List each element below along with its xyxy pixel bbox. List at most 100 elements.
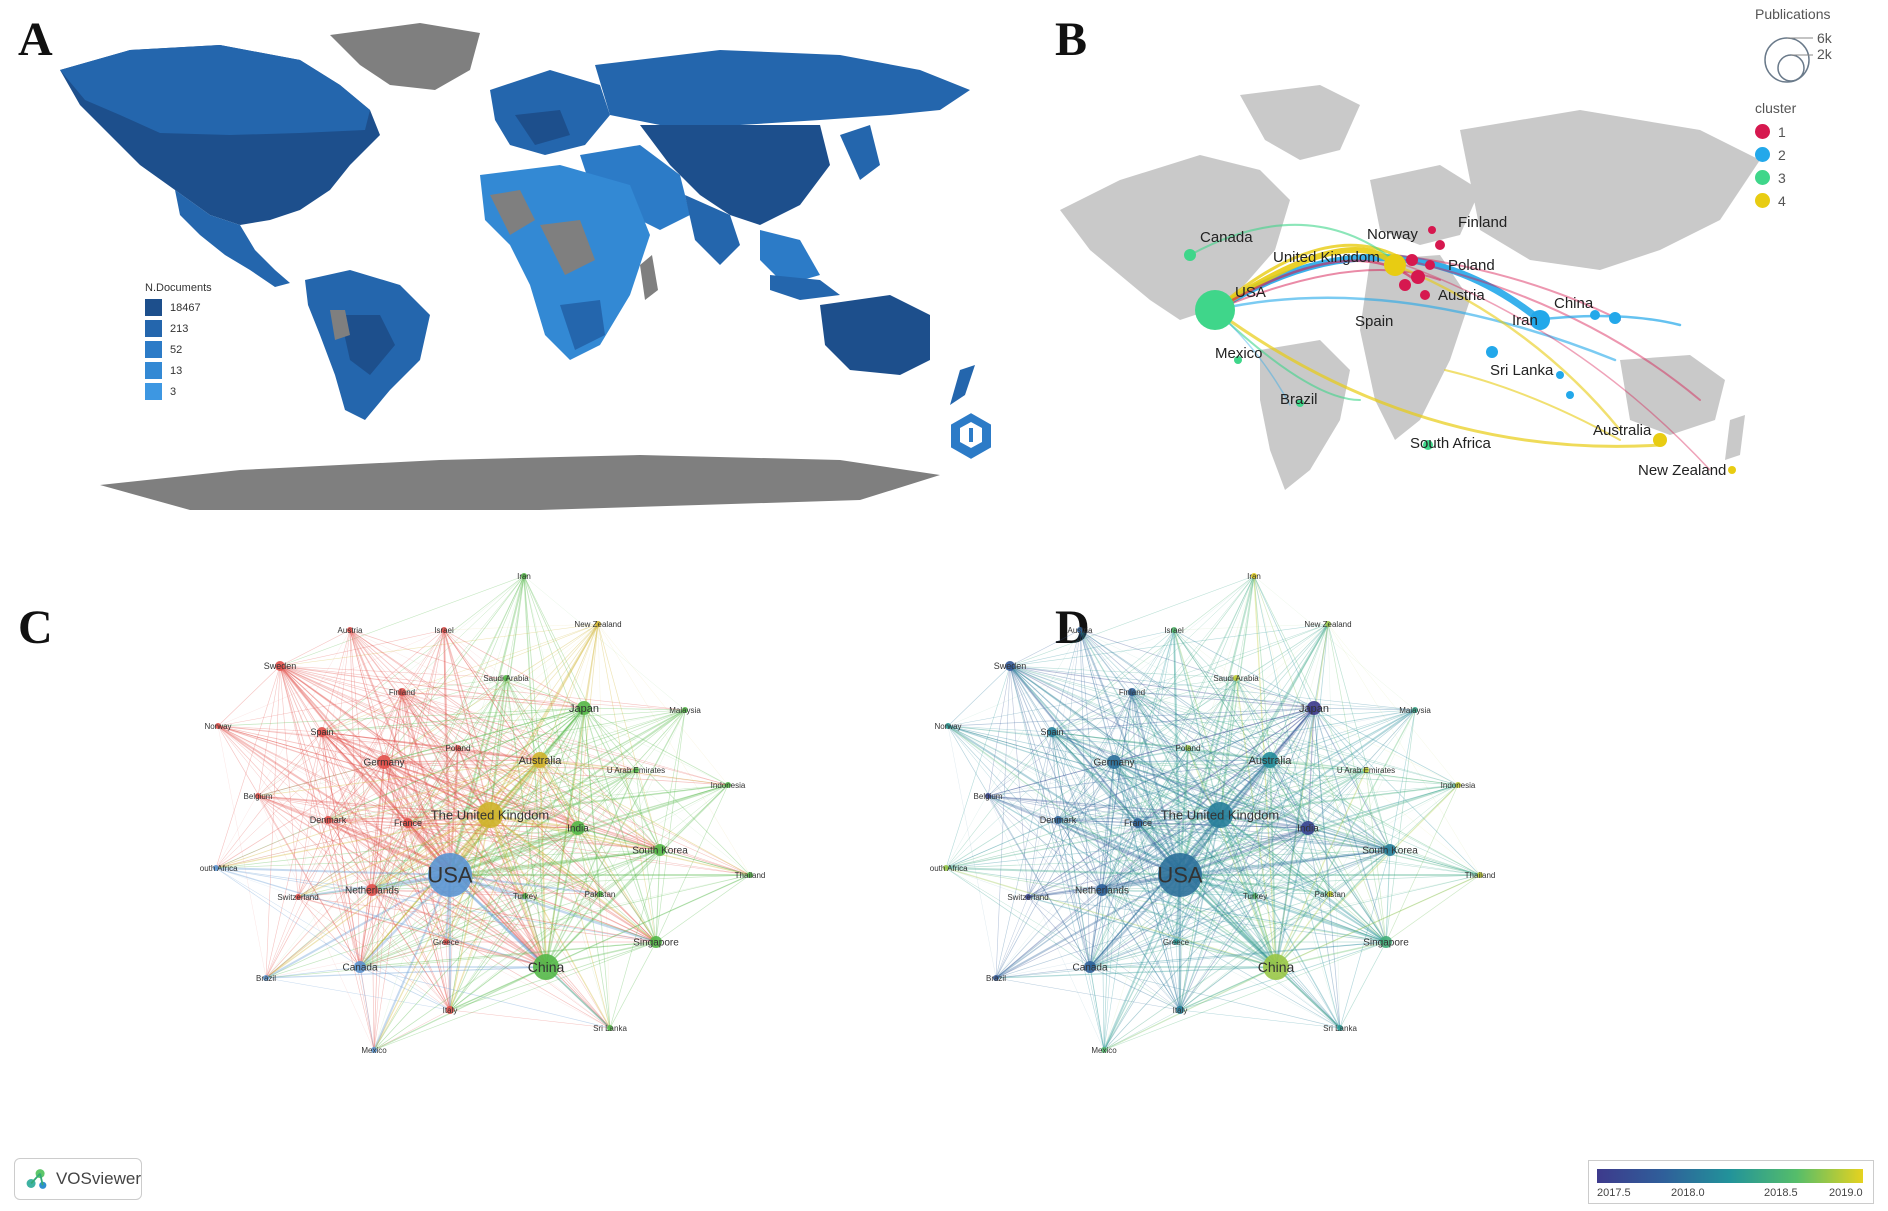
- network-edge: [1137, 822, 1181, 1011]
- network-edge: [1009, 665, 1181, 1011]
- network-edge: [1137, 629, 1175, 824]
- network-edge: [947, 725, 1387, 943]
- network-edge: [1051, 731, 1181, 1011]
- network-edge: [1269, 759, 1331, 895]
- network-edge: [524, 827, 579, 897]
- vosviewer-logo-icon: [26, 1169, 47, 1189]
- network-edge: [947, 725, 1103, 891]
- network-edge: [321, 707, 585, 733]
- network-edge: [947, 725, 1181, 1011]
- network-edge: [407, 629, 445, 824]
- network-edge: [217, 707, 585, 727]
- network-edge: [488, 814, 548, 968]
- network-edge: [1137, 709, 1416, 824]
- network-edge: [373, 849, 661, 1051]
- network-edge: [1101, 889, 1177, 943]
- network-edge: [945, 827, 1309, 869]
- network-edge: [1089, 814, 1221, 968]
- network-edge: [349, 629, 451, 1011]
- network-edge: [1051, 709, 1416, 733]
- network-edge: [257, 761, 385, 797]
- network-edge: [265, 874, 451, 979]
- network-edge: [1113, 761, 1331, 895]
- network-edge: [1173, 629, 1181, 1011]
- network-node-label: Turkey: [513, 892, 537, 901]
- network-edge: [349, 629, 385, 763]
- network-edge: [1307, 707, 1315, 829]
- network-edge: [524, 895, 657, 943]
- network-edge: [373, 1009, 451, 1051]
- network-edge: [371, 827, 579, 891]
- network-edge: [1057, 819, 1309, 829]
- network-node-label: New Zealand: [574, 620, 621, 629]
- network-edge: [1254, 895, 1387, 943]
- network-node-label: Sri Lanka: [593, 1024, 627, 1033]
- documents-legend-item: 3: [170, 385, 177, 398]
- network-edge: [1057, 819, 1481, 876]
- network-node: [1251, 573, 1257, 579]
- network-edge: [609, 941, 657, 1029]
- network-node-label: Thailand: [735, 871, 766, 880]
- network-edge: [1131, 691, 1181, 1011]
- network-node-label: Mexico: [361, 1046, 387, 1055]
- network-edge: [1235, 677, 1277, 968]
- network-edge: [583, 707, 637, 771]
- network-edge: [1131, 691, 1387, 943]
- network-edge: [445, 941, 611, 1029]
- network-edge: [1051, 731, 1091, 968]
- network-edge: [545, 893, 601, 968]
- network-edge: [1179, 874, 1341, 1029]
- network-edge: [265, 707, 585, 979]
- network-edge: [995, 827, 1309, 979]
- network-edge: [583, 707, 657, 943]
- network-node-label: France: [394, 818, 422, 828]
- network-edge: [1101, 889, 1387, 943]
- map-b-label: United Kingdom: [1273, 249, 1380, 266]
- network-edge: [457, 747, 541, 761]
- network-edge: [1173, 629, 1387, 943]
- network-edge: [1131, 691, 1315, 709]
- network-edge: [321, 731, 373, 891]
- network-node-label: India: [567, 824, 589, 835]
- collaboration-flow-map: Canada USA Mexico Brazil Norway Finland …: [1060, 85, 1760, 490]
- network-edge: [1179, 623, 1329, 1011]
- network-node-label: Norway: [204, 722, 231, 731]
- network-edge: [1057, 623, 1329, 821]
- network-edge: [401, 691, 611, 1029]
- network-edge: [489, 623, 599, 816]
- network-edge: [597, 623, 611, 1029]
- network-edge: [987, 795, 1059, 821]
- network-edge: [539, 759, 611, 1029]
- network-edge: [321, 629, 351, 733]
- network-edge: [1131, 575, 1255, 693]
- network-edge: [321, 575, 525, 733]
- network-edge: [583, 707, 729, 786]
- network-node: [1380, 936, 1392, 948]
- network-edge: [1253, 575, 1416, 711]
- network-edge: [947, 725, 997, 979]
- network-node-label: Spain: [310, 727, 333, 737]
- network-node: [503, 675, 509, 681]
- network-edge: [1313, 707, 1331, 895]
- network-edge: [1101, 814, 1221, 891]
- network-edge: [539, 759, 547, 968]
- network-edge: [1009, 665, 1133, 693]
- network-edge: [265, 889, 373, 979]
- network-edge: [401, 623, 599, 693]
- network-edge: [257, 759, 541, 797]
- network-node: [213, 865, 219, 871]
- network-edge: [1275, 849, 1391, 968]
- network-edge: [1385, 784, 1459, 943]
- network-edge: [577, 784, 729, 829]
- network-edge: [217, 725, 409, 824]
- network-edge: [443, 623, 599, 631]
- network-node-label: South Korea: [1362, 846, 1418, 857]
- map-b-label: Austria: [1438, 287, 1485, 304]
- network-edge: [321, 731, 409, 824]
- network-edge: [401, 691, 657, 943]
- network-edge: [279, 665, 751, 876]
- network-edge: [449, 895, 526, 1011]
- network-node: [347, 627, 353, 633]
- network-edge: [371, 822, 409, 891]
- network-edge: [407, 623, 599, 824]
